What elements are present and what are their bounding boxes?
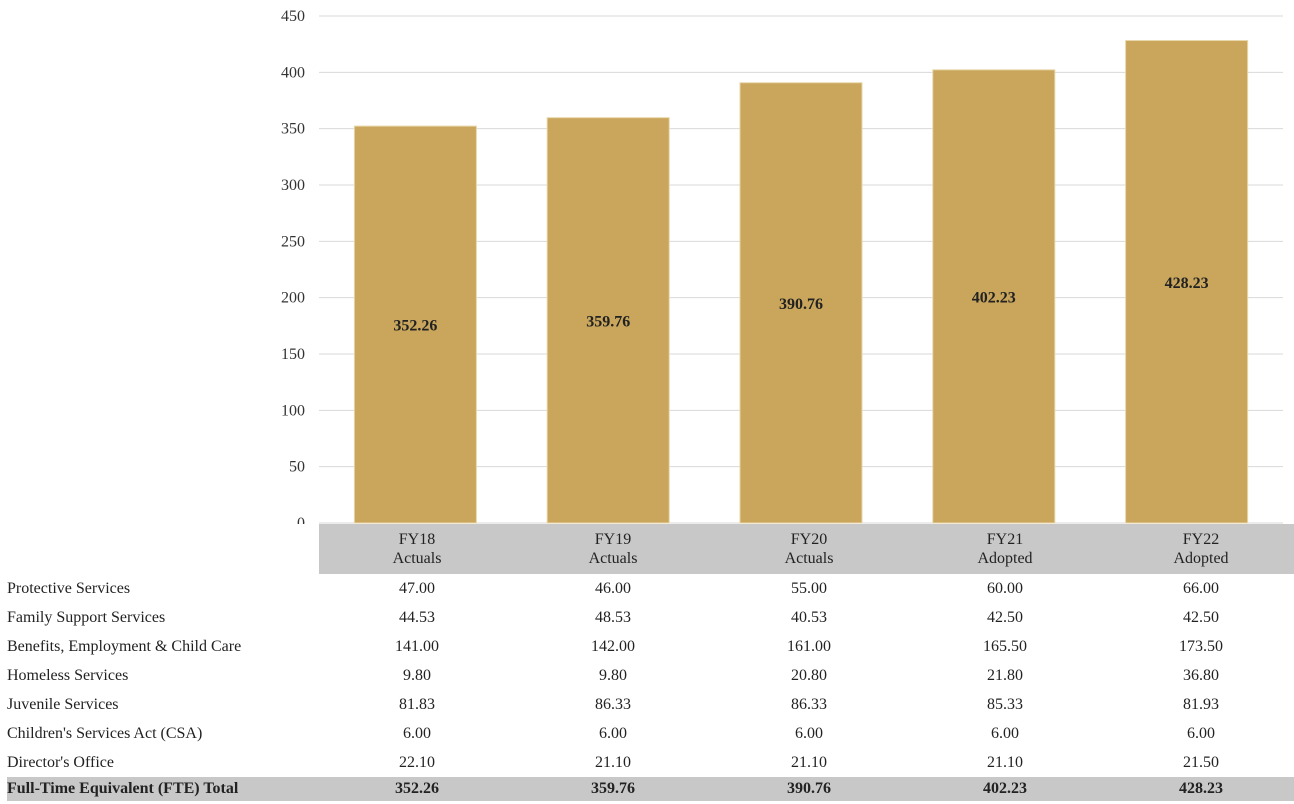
y-tick-label: 150	[281, 346, 305, 363]
bar	[1125, 40, 1249, 524]
cell-value: 6.00	[991, 724, 1019, 742]
cell-value: 161.00	[787, 637, 831, 655]
bar	[546, 117, 670, 524]
table-row: Protective Services 47.00 46.00 55.00 60…	[7, 574, 1294, 603]
bar-value-label: 402.23	[972, 289, 1016, 306]
cell-value: 6.00	[795, 724, 823, 742]
table-row: Juvenile Services 81.83 86.33 86.33 85.3…	[7, 690, 1294, 719]
row-label: Juvenile Services	[7, 695, 119, 713]
cell-value: 9.80	[599, 666, 627, 684]
table-header-row: FY18 Actuals FY19 Actuals FY20 Actuals FY21…	[7, 524, 1294, 574]
total-row: Full-Time Equivalent (FTE) Total 352.26 …	[7, 777, 1294, 801]
y-tick-label: 250	[281, 233, 305, 250]
row-label: Children's Services Act (CSA)	[7, 724, 203, 742]
fte-data-table: FY18 Actuals FY19 Actuals FY20 Actuals FY21…	[0, 524, 1294, 801]
total-value: 359.76	[591, 780, 635, 797]
bar-value-label: 428.23	[1165, 275, 1209, 292]
header-fy19: FY19 Actuals	[588, 531, 638, 567]
header-fy18: FY18 Actuals	[392, 531, 442, 567]
cell-value: 44.53	[399, 608, 435, 626]
cell-value: 48.53	[595, 608, 631, 626]
y-tick-label: 400	[281, 64, 305, 81]
y-tick-label: 350	[281, 121, 305, 138]
cell-value: 141.00	[395, 637, 439, 655]
cell-value: 86.33	[595, 695, 631, 713]
cell-value: 42.50	[987, 608, 1023, 626]
table-row: Director's Office 22.10 21.10 21.10 21.1…	[7, 748, 1294, 777]
bar	[353, 125, 477, 524]
cell-value: 86.33	[791, 695, 827, 713]
cell-value: 20.80	[791, 666, 827, 684]
cell-value: 6.00	[403, 724, 431, 742]
row-label: Director's Office	[7, 753, 114, 771]
bar-value-label: 390.76	[779, 296, 823, 313]
header-fy20: FY20 Actuals	[784, 531, 834, 567]
table-row: Benefits, Employment & Child Care 141.00…	[7, 632, 1294, 661]
cell-value: 173.50	[1179, 637, 1223, 655]
cell-value: 9.80	[403, 666, 431, 684]
bar	[932, 69, 1056, 524]
total-value: 402.23	[983, 780, 1027, 797]
cell-value: 21.80	[987, 666, 1023, 684]
bars	[353, 40, 1249, 524]
fte-bar-chart: 0 50 100 150 200 250 300 350 400 450 352.26 359.76…	[281, 8, 1283, 530]
cell-value: 22.10	[399, 753, 435, 771]
cell-value: 81.83	[399, 695, 435, 713]
row-label: Protective Services	[7, 579, 131, 597]
header-fy21: FY21 Adopted	[977, 531, 1033, 567]
cell-value: 47.00	[399, 579, 435, 597]
cell-value: 85.33	[987, 695, 1023, 713]
cell-value: 42.50	[1183, 608, 1219, 626]
cell-value: 36.80	[1183, 666, 1219, 684]
table-row: Children's Services Act (CSA) 6.00 6.00 …	[7, 719, 1294, 748]
row-label: Benefits, Employment & Child Care	[7, 637, 242, 655]
total-label: Full-Time Equivalent (FTE) Total	[7, 780, 239, 797]
cell-value: 66.00	[1183, 579, 1219, 597]
y-tick-label: 200	[281, 290, 305, 307]
bar	[739, 82, 863, 524]
row-label: Homeless Services	[7, 666, 129, 684]
y-tick-label: 50	[289, 459, 305, 476]
cell-value: 165.50	[983, 637, 1027, 655]
bar-value-labels: 352.26 359.76 390.76 402.23 428.23	[393, 275, 1208, 335]
cell-value: 142.00	[591, 637, 635, 655]
y-axis: 0 50 100 150 200 250 300 350 400 450	[281, 8, 305, 530]
header-fy22: FY22 Adopted	[1173, 531, 1229, 567]
cell-value: 21.10	[791, 753, 827, 771]
bar-value-label: 352.26	[393, 318, 437, 335]
cell-value: 40.53	[791, 608, 827, 626]
cell-value: 55.00	[791, 579, 827, 597]
cell-value: 21.50	[1183, 753, 1219, 771]
row-label: Family Support Services	[7, 608, 166, 626]
cell-value: 46.00	[595, 579, 631, 597]
cell-value: 60.00	[987, 579, 1023, 597]
cell-value: 81.93	[1183, 695, 1219, 713]
y-tick-label: 100	[281, 402, 305, 419]
header-blank-cell	[7, 524, 319, 574]
bar-value-label: 359.76	[586, 313, 630, 330]
cell-value: 21.10	[987, 753, 1023, 771]
cell-value: 6.00	[599, 724, 627, 742]
total-value: 352.26	[395, 780, 439, 797]
table-row: Homeless Services 9.80 9.80 20.80 21.80 …	[7, 661, 1294, 690]
table-row: Family Support Services 44.53 48.53 40.5…	[7, 603, 1294, 632]
cell-value: 6.00	[1187, 724, 1215, 742]
y-tick-label: 300	[281, 177, 305, 194]
total-value: 428.23	[1179, 780, 1223, 797]
total-value: 390.76	[787, 780, 831, 797]
y-tick-label: 0	[297, 515, 305, 530]
y-tick-label: 450	[281, 8, 305, 25]
cell-value: 21.10	[595, 753, 631, 771]
